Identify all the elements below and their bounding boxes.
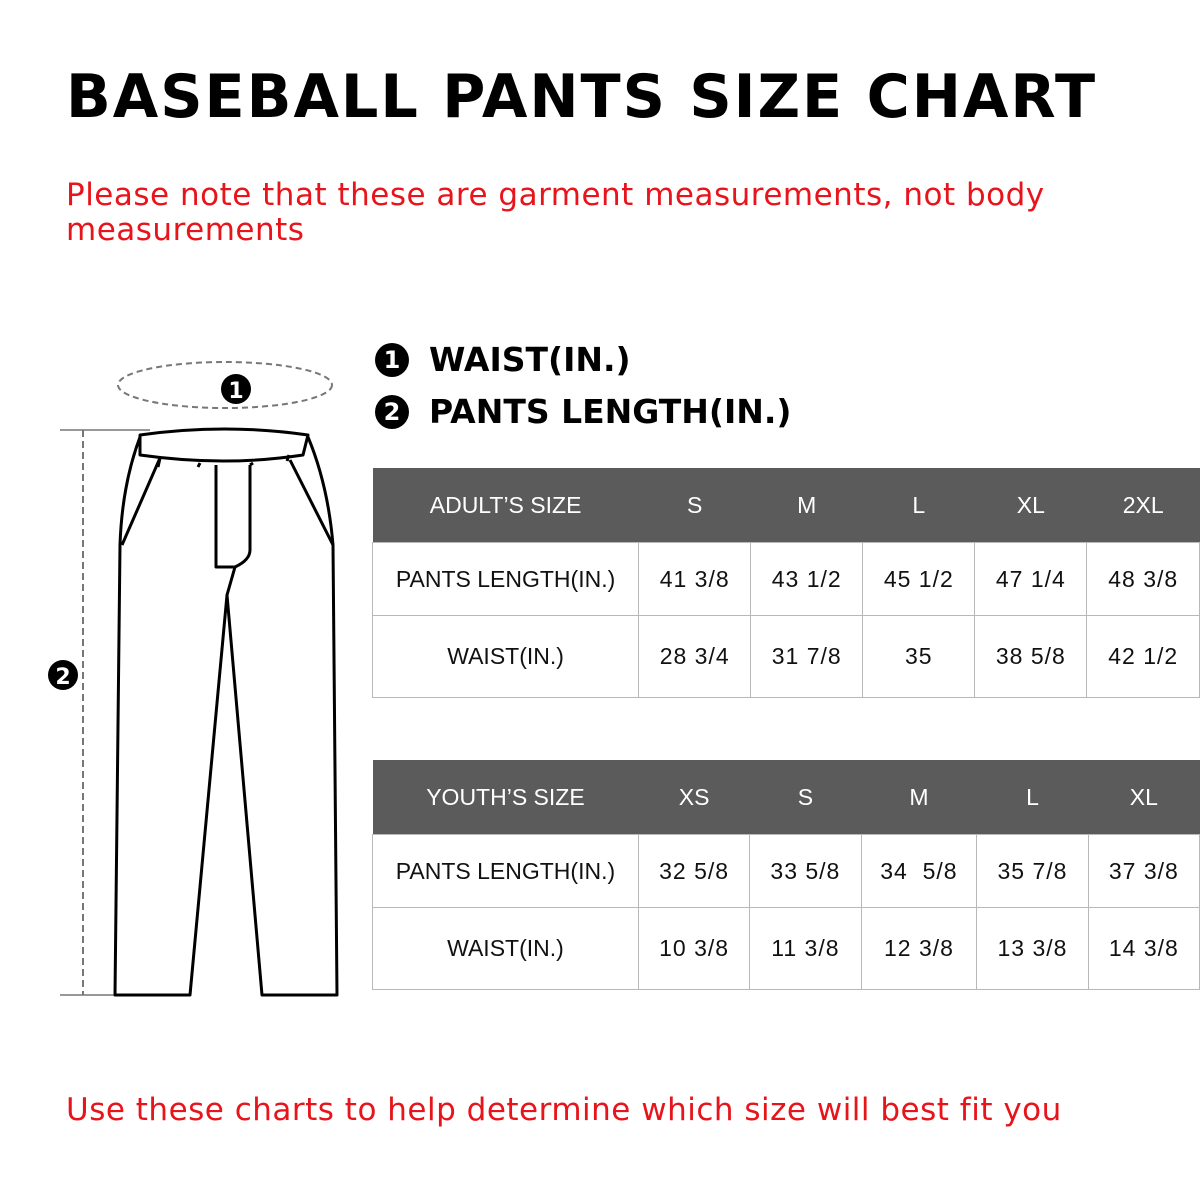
- header-cell: ADULT’S SIZE: [372, 468, 639, 543]
- header-cell: S: [749, 760, 862, 835]
- adult-size-table: ADULT’S SIZE S M L XL 2XL PANTS LENGTH(I…: [371, 468, 1200, 698]
- measurement-note: Please note that these are garment measu…: [66, 177, 1045, 248]
- header-cell: S: [638, 468, 751, 543]
- table-row: PANTS LENGTH(IN.) 32 5/8 33 5/8 34 5/8 3…: [372, 834, 1200, 908]
- youth-size-table: YOUTH’S SIZE XS S M L XL PANTS LENGTH(IN…: [372, 760, 1200, 990]
- table-cell: 37 3/8: [1087, 834, 1200, 908]
- table-row: WAIST(IN.) 28 3/4 31 7/8 35 38 5/8 42 1/…: [371, 615, 1200, 698]
- table-row: PANTS LENGTH(IN.) 41 3/8 43 1/2 45 1/2 4…: [371, 542, 1200, 616]
- legend-label: PANTS LENGTH(IN.): [429, 392, 792, 431]
- table-cell: 14 3/8: [1087, 907, 1200, 990]
- footer-note: Use these charts to help determine which…: [66, 1092, 1062, 1128]
- pants-diagram: 1 2: [48, 361, 339, 997]
- table-cell: 42 1/2: [1086, 615, 1200, 698]
- row-label: WAIST(IN.): [372, 907, 639, 990]
- header-cell: M: [861, 760, 977, 835]
- table-cell: 35 7/8: [976, 834, 1089, 908]
- table-cell: 34 5/8: [860, 834, 978, 908]
- table-cell: 47 1/4: [974, 542, 1088, 616]
- header-cell: 2XL: [1086, 468, 1200, 543]
- table-cell: 11 3/8: [749, 907, 862, 990]
- header-cell: XL: [974, 468, 1087, 543]
- number-1-icon: 1: [375, 342, 409, 377]
- page-title: BASEBALL PANTS SIZE CHART: [66, 62, 1098, 132]
- header-cell: L: [862, 468, 975, 543]
- table-header-row: ADULT’S SIZE S M L XL 2XL: [372, 468, 1200, 543]
- row-label: PANTS LENGTH(IN.): [371, 542, 640, 616]
- header-cell: XS: [638, 760, 750, 835]
- header-cell: YOUTH’S SIZE: [372, 760, 639, 835]
- row-label: WAIST(IN.): [371, 615, 640, 698]
- table-cell: 38 5/8: [974, 615, 1088, 698]
- header-cell: M: [750, 468, 863, 543]
- header-cell: L: [976, 760, 1089, 835]
- table-cell: 33 5/8: [749, 834, 862, 908]
- length-marker: 2: [55, 665, 70, 690]
- legend-label: WAIST(IN.): [429, 340, 631, 379]
- header-cell: XL: [1088, 760, 1200, 835]
- table-cell: 48 3/8: [1086, 542, 1200, 616]
- row-label: PANTS LENGTH(IN.): [372, 834, 639, 908]
- table-cell: 31 7/8: [750, 615, 864, 698]
- table-cell: 28 3/4: [638, 615, 752, 698]
- number-2-icon: 2: [375, 394, 409, 429]
- table-cell: 32 5/8: [637, 834, 751, 908]
- table-cell: 43 1/2: [750, 542, 864, 616]
- legend-length: 2 PANTS LENGTH(IN.): [375, 392, 792, 431]
- legend-waist: 1 WAIST(IN.): [375, 340, 631, 379]
- table-cell: 13 3/8: [976, 907, 1089, 990]
- table-cell: 10 3/8: [637, 907, 751, 990]
- table-cell: 41 3/8: [638, 542, 752, 616]
- table-cell: 12 3/8: [860, 907, 978, 990]
- table-cell: 45 1/2: [862, 542, 976, 616]
- table-header-row: YOUTH’S SIZE XS S M L XL: [372, 760, 1200, 835]
- waist-marker: 1: [228, 379, 243, 404]
- table-row: WAIST(IN.) 10 3/8 11 3/8 12 3/8 13 3/8 1…: [372, 907, 1200, 990]
- table-cell: 35: [862, 615, 976, 698]
